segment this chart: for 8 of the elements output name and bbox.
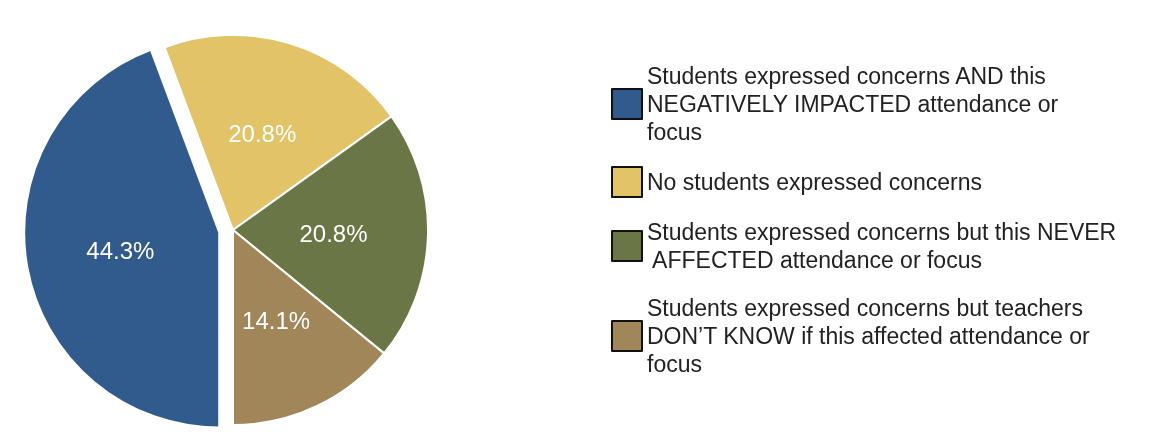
data-label: 20.8% [299,219,368,247]
data-label: 14.1% [242,307,311,335]
legend-label: Students expressed concerns but teachers DON’T KNOW if this affected attendance or focus [647,295,1097,377]
data-label: 20.8% [228,120,297,148]
legend-label: Students expressed concerns AND this NEGATIVELY IMPACTED attendance or focus [647,63,1065,145]
legend-label: Students expressed concerns but this NEVER AFFECTED attendance or focus [647,219,1117,273]
legend-label: No students expressed concerns [647,169,982,195]
data-label: 44.3% [86,236,155,264]
